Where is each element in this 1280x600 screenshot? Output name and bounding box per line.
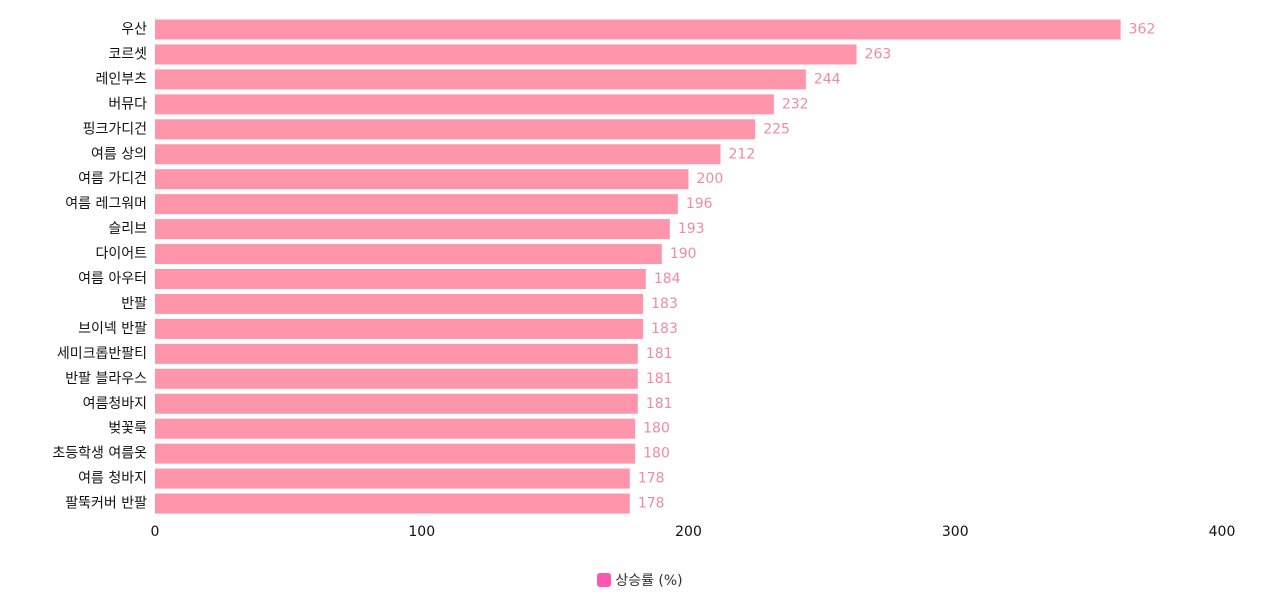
category-label: 벚꽃룩 xyxy=(108,421,147,437)
data-label: 200 xyxy=(697,171,724,187)
category-label: 여름 아우터 xyxy=(78,271,147,287)
value-labels: 362 263 244 232 225 212 200 196 193 190 184 183 183 1… xyxy=(638,22,1156,512)
data-label: 184 xyxy=(654,271,681,287)
data-label: 196 xyxy=(686,196,713,212)
bar[interactable] xyxy=(155,368,638,389)
category-label: 여름 레그워머 xyxy=(65,196,147,212)
legend[interactable]: 상승률 (%) xyxy=(0,570,1280,590)
category-label: 브이넥 반팔 xyxy=(78,321,147,337)
category-label: 여름 상의 xyxy=(91,146,147,162)
bar[interactable] xyxy=(155,169,689,190)
bar[interactable] xyxy=(155,468,630,489)
data-label: 181 xyxy=(646,346,673,362)
data-label: 180 xyxy=(643,421,670,437)
category-label: 슬리브 xyxy=(108,221,147,237)
data-label: 181 xyxy=(646,371,673,387)
data-label: 181 xyxy=(646,396,673,412)
category-label: 코르셋 xyxy=(108,46,147,62)
data-label: 263 xyxy=(865,46,892,62)
category-label: 다이어트 xyxy=(95,246,147,262)
data-label: 178 xyxy=(638,471,665,487)
bar[interactable] xyxy=(155,493,630,514)
category-label: 여름청바지 xyxy=(83,396,147,412)
x-tick-label: 400 xyxy=(1209,524,1236,540)
bar[interactable] xyxy=(155,144,721,165)
x-tick-label: 100 xyxy=(408,524,435,540)
bar[interactable] xyxy=(155,318,644,339)
bar[interactable] xyxy=(155,293,644,314)
bar[interactable] xyxy=(155,244,662,265)
bar[interactable] xyxy=(155,69,806,90)
data-label: 193 xyxy=(678,221,705,237)
bar[interactable] xyxy=(155,418,636,439)
category-label: 버뮤다 xyxy=(108,96,147,112)
category-label: 레인부츠 xyxy=(95,71,147,87)
data-label: 183 xyxy=(651,321,678,337)
data-label: 232 xyxy=(782,96,809,112)
data-label: 225 xyxy=(763,121,790,137)
x-tick-label: 300 xyxy=(942,524,969,540)
bar[interactable] xyxy=(155,219,670,240)
data-label: 244 xyxy=(814,71,841,87)
bar[interactable] xyxy=(155,44,857,65)
legend-label: 상승률 (%) xyxy=(615,573,683,589)
x-tick-label: 0 xyxy=(151,524,160,540)
bar[interactable] xyxy=(155,443,636,464)
x-axis-ticks: 0 100 200 300 400 xyxy=(151,524,1236,540)
category-label: 세미크롭반팔티 xyxy=(57,346,147,362)
data-label: 190 xyxy=(670,246,697,262)
category-label: 반팔 블라우스 xyxy=(65,371,147,387)
category-label: 여름 청바지 xyxy=(78,471,147,487)
x-tick-label: 200 xyxy=(675,524,702,540)
data-label: 362 xyxy=(1129,22,1156,38)
data-label: 183 xyxy=(651,296,678,312)
bar[interactable] xyxy=(155,343,638,364)
bars-layer xyxy=(155,19,1121,514)
category-label: 초등학생 여름옷 xyxy=(52,446,147,462)
bar[interactable] xyxy=(155,119,756,140)
bar[interactable] xyxy=(155,19,1121,40)
bar[interactable] xyxy=(155,94,774,115)
bar[interactable] xyxy=(155,194,678,215)
category-label: 여름 가디건 xyxy=(78,171,147,187)
category-label: 핑크가디건 xyxy=(83,121,147,137)
bar[interactable] xyxy=(155,269,646,289)
data-label: 180 xyxy=(643,446,670,462)
bar[interactable] xyxy=(155,393,638,414)
category-label: 반팔 xyxy=(121,296,147,312)
data-label: 178 xyxy=(638,496,665,512)
legend-swatch xyxy=(597,573,612,587)
category-label: 우산 xyxy=(121,22,147,38)
data-label: 212 xyxy=(729,146,756,162)
category-label: 팔뚝커버 반팔 xyxy=(65,496,147,512)
